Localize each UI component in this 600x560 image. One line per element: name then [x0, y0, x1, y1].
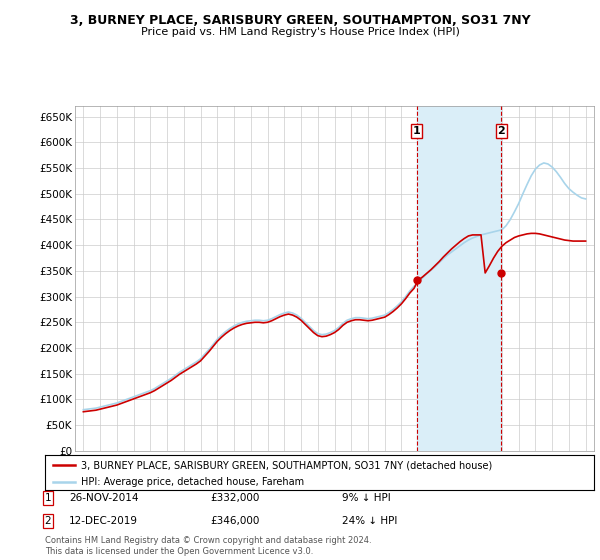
- Text: £346,000: £346,000: [210, 516, 259, 526]
- Text: 1: 1: [413, 126, 421, 136]
- Text: 2: 2: [44, 516, 52, 526]
- Text: 2: 2: [497, 126, 505, 136]
- Text: Contains HM Land Registry data © Crown copyright and database right 2024.
This d: Contains HM Land Registry data © Crown c…: [45, 536, 371, 556]
- Text: 9% ↓ HPI: 9% ↓ HPI: [342, 493, 391, 503]
- Text: 24% ↓ HPI: 24% ↓ HPI: [342, 516, 397, 526]
- Bar: [416, 106, 501, 451]
- Text: 26-NOV-2014: 26-NOV-2014: [69, 493, 139, 503]
- Text: 3, BURNEY PLACE, SARISBURY GREEN, SOUTHAMPTON, SO31 7NY: 3, BURNEY PLACE, SARISBURY GREEN, SOUTHA…: [70, 14, 530, 27]
- Text: Price paid vs. HM Land Registry's House Price Index (HPI): Price paid vs. HM Land Registry's House …: [140, 27, 460, 37]
- Text: 12-DEC-2019: 12-DEC-2019: [69, 516, 138, 526]
- Text: HPI: Average price, detached house, Fareham: HPI: Average price, detached house, Fare…: [80, 477, 304, 487]
- Text: £332,000: £332,000: [210, 493, 259, 503]
- Text: 1: 1: [44, 493, 52, 503]
- Text: 3, BURNEY PLACE, SARISBURY GREEN, SOUTHAMPTON, SO31 7NY (detached house): 3, BURNEY PLACE, SARISBURY GREEN, SOUTHA…: [80, 460, 492, 470]
